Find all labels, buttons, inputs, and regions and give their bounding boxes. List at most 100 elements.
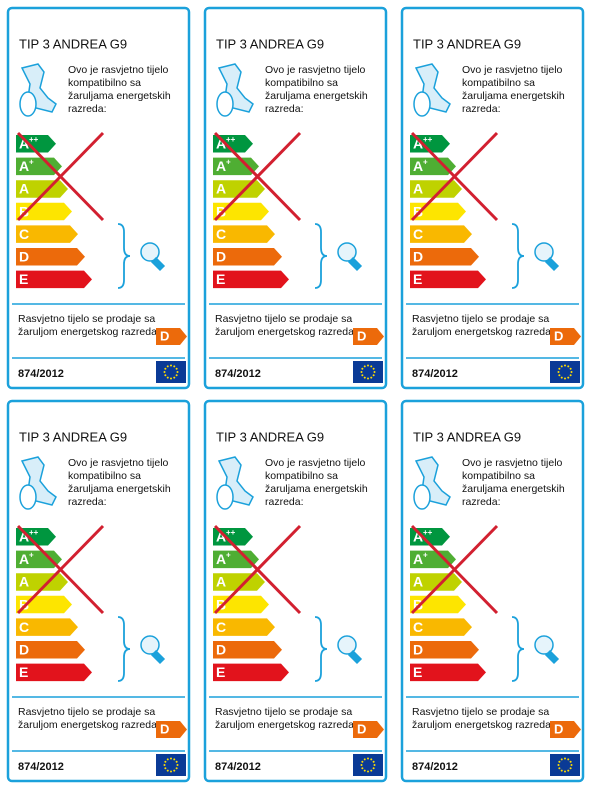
eu-flag [353,754,383,776]
eu-flag [353,361,383,383]
label-title: TIP 3 ANDREA G9 [413,36,521,51]
lamp-icon [19,63,57,117]
flag-star [170,757,172,760]
sold-text: žaruljom energetskog razreda: [215,326,357,338]
bulb-base [347,256,363,272]
regulation: 874/2012 [18,368,64,380]
class-letter: A [19,158,29,174]
regulation: 874/2012 [412,368,458,380]
compat-text: kompatibilno sa [462,77,535,89]
flag-star [173,365,176,368]
class-sup: + [226,551,231,560]
class-arrow [213,550,259,569]
bulb-base [347,649,363,665]
compat-text: žaruljama energetskih [462,483,565,495]
compat-text: razreda: [265,496,304,508]
eu-flag [550,754,580,776]
flag-star [367,364,369,367]
compat-text: žaruljama energetskih [265,90,368,102]
sold-badge [156,328,187,345]
flag-star [373,764,376,766]
flag-field [156,361,186,383]
class-arrow [16,270,92,289]
bulb-icon [337,242,363,272]
cross-line [410,131,499,222]
flag-star [163,371,166,373]
lamp-base [19,91,37,117]
class-sup: + [29,551,34,560]
sold-badge [156,721,187,738]
flag-field [550,361,580,383]
flag-star [175,767,178,770]
bulb-icon [534,635,560,665]
flag-star [569,767,572,770]
flag-star [363,769,366,772]
compat-text: Ovo je rasvjetno tijelo [68,64,169,76]
label-title: TIP 3 ANDREA G9 [413,429,521,444]
compat-text: razreda: [68,496,107,508]
class-letter: A [413,158,423,174]
class-arrow [16,618,78,636]
flag-star [173,376,176,379]
lamp-base [413,484,431,510]
class-letter: B [413,203,423,219]
class-arrow [16,641,85,659]
sold-class: D [554,721,563,736]
regulation: 874/2012 [412,761,458,773]
class-arrow [16,663,92,682]
flag-star [564,770,566,773]
energy-label: TIP 3 ANDREA G9 Ovo je rasvjetno tijeloko… [400,399,585,783]
class-arrow [213,618,275,636]
flag-star [173,758,176,761]
class-arrow [410,641,479,659]
flag-star [164,760,167,763]
lamp-icon [216,456,254,510]
class-letter: C [216,619,226,635]
class-letter: C [19,226,29,242]
sold-text: Rasvjetno tijelo se prodaje sa [215,706,352,718]
class-letter: D [19,641,29,657]
compat-text: razreda: [265,103,304,115]
eu-flag [156,754,186,776]
class-letter: A [216,181,226,197]
flag-star [173,769,176,772]
class-letter: D [19,248,29,264]
class-sup: ++ [423,528,433,537]
compat-text: razreda: [462,496,501,508]
class-letter: A [413,551,423,567]
compat-text: Ovo je rasvjetno tijelo [462,457,563,469]
brace [314,616,328,682]
sold-text: Rasvjetno tijelo se prodaje sa [18,706,155,718]
class-letter: D [413,248,423,264]
class-letter: C [216,226,226,242]
flag-star [367,757,369,760]
flag-star [367,377,369,380]
flag-star [372,767,375,770]
label-title: TIP 3 ANDREA G9 [19,429,127,444]
brace [511,223,525,289]
class-sup: + [423,551,428,560]
flag-star [361,367,364,370]
compat-text: Ovo je rasvjetno tijelo [462,64,563,76]
eu-flag [156,361,186,383]
cross-line [410,524,499,615]
flag-star [175,760,178,763]
class-arrow [410,618,472,636]
class-arrow [16,550,62,569]
class-arrow [410,248,479,266]
flag-star [370,758,373,761]
brace [511,616,525,682]
flag-star [170,364,172,367]
energy-label: TIP 3 ANDREA G9 Ovo je rasvjetno tijeloko… [400,6,585,390]
flag-star [175,374,178,377]
flag-star [558,374,561,377]
class-letter: B [413,596,423,612]
flag-star [558,760,561,763]
sold-text: žaruljom energetskog razreda: [412,719,554,731]
flag-star [373,371,376,373]
class-arrow [410,157,456,176]
lamp-base [19,484,37,510]
flag-star [558,367,561,370]
flag-star [363,758,366,761]
sold-text: žaruljom energetskog razreda: [215,719,357,731]
